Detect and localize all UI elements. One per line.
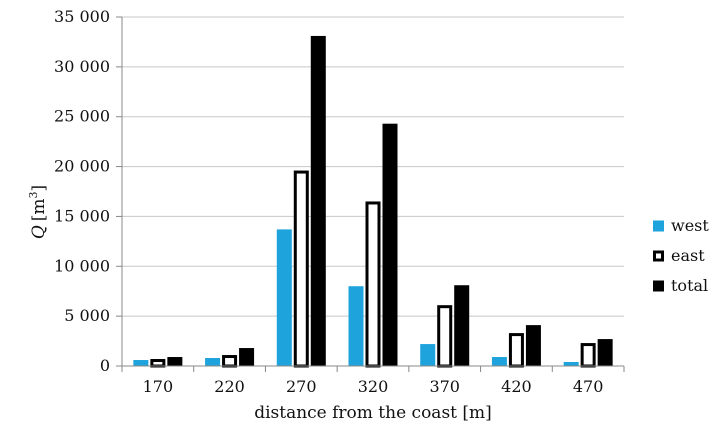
bar-total-220 (239, 348, 255, 366)
bar-west-370 (420, 344, 436, 366)
y-tick-labels: 0 5 000 10 000 15 000 20 000 25 000 30 000 35 0… (54, 7, 110, 375)
x-tick-label: 470 (573, 377, 604, 396)
bars (133, 35, 613, 368)
bar-total-420 (525, 325, 541, 366)
x-tick-label: 420 (501, 377, 532, 396)
bar-west-170 (133, 360, 149, 366)
x-tick-label: 270 (286, 377, 317, 396)
legend: west east total (653, 216, 709, 295)
bar-west-470 (563, 362, 579, 366)
x-tick-label: 170 (143, 377, 174, 396)
bar-east-320 (365, 201, 381, 368)
y-axis-title: Q [m3] (27, 185, 49, 239)
axes (116, 16, 625, 372)
x-axis-title: distance from the coast [m] (254, 403, 492, 423)
y-axis-unit-close: ] (29, 185, 49, 192)
x-tick-labels: 170 220 270 320 370 420 470 (143, 377, 604, 396)
y-tick-label: 0 (100, 356, 110, 375)
bar-total-270 (310, 35, 326, 367)
bar-west-220 (205, 358, 221, 366)
bar-total-170 (167, 357, 183, 366)
legend-label-total: total (671, 276, 708, 295)
legend-swatch-east (653, 250, 664, 262)
bar-west-320 (348, 286, 364, 366)
bar-east-220 (222, 355, 238, 368)
bar-total-370 (454, 285, 470, 366)
x-tick-label: 320 (358, 377, 389, 396)
bar-west-420 (491, 357, 507, 366)
legend-label-west: west (671, 216, 709, 235)
bar-east-170 (150, 359, 166, 368)
y-tick-label: 25 000 (54, 107, 110, 126)
bar-east-370 (437, 305, 453, 368)
legend-swatch-total (653, 280, 664, 292)
y-tick-label: 35 000 (54, 7, 110, 26)
y-tick-label: 10 000 (54, 256, 110, 275)
bar-west-270 (276, 229, 292, 366)
bar-total-320 (382, 123, 398, 367)
y-axis-unit-exponent: 3 (27, 191, 40, 198)
bar-east-420 (508, 333, 524, 368)
y-axis-unit: [m (29, 198, 49, 221)
bar-total-470 (597, 339, 613, 366)
legend-label-east: east (671, 246, 705, 265)
x-tick-label: 220 (214, 377, 245, 396)
bar-east-270 (293, 170, 309, 368)
y-tick-label: 5 000 (64, 306, 110, 325)
y-tick-label: 20 000 (54, 157, 110, 176)
y-tick-label: 15 000 (54, 206, 110, 225)
y-axis-symbol: Q (29, 225, 49, 239)
y-tick-label: 30 000 (54, 57, 110, 76)
x-tick-label: 370 (429, 377, 460, 396)
legend-swatch-west (653, 220, 664, 232)
bar-east-470 (580, 343, 596, 368)
